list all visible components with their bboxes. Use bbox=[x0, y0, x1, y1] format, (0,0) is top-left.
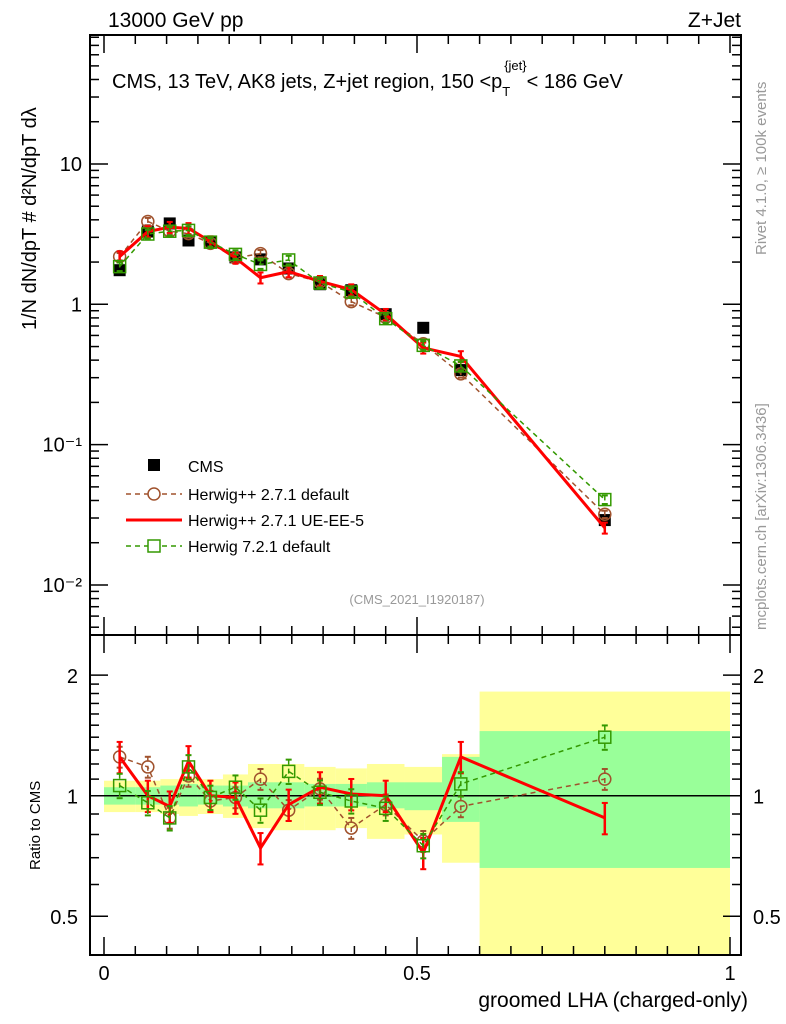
ratio-y-tick-label-right: 2 bbox=[753, 666, 764, 688]
stat-uncertainty-band bbox=[479, 731, 730, 868]
analysis-id: (CMS_2021_I1920187) bbox=[349, 592, 484, 607]
ratio-y-tick-label-right: 0.5 bbox=[753, 907, 781, 929]
x-tick-label: 1 bbox=[724, 963, 735, 985]
mcplots-label: mcplots.cern.ch [arXiv:1306.3436] bbox=[753, 403, 770, 630]
main-herwig7-default-point bbox=[228, 247, 243, 262]
title-post: < 186 GeV bbox=[527, 71, 624, 93]
legend-label: Herwig++ 2.7.1 UE-EE-5 bbox=[188, 513, 364, 530]
legend-label: Herwig++ 2.7.1 default bbox=[188, 487, 350, 504]
ratio-herwig7-default-point bbox=[141, 796, 155, 810]
main-herwig7-default-point bbox=[281, 253, 296, 267]
y-tick-label: 1 bbox=[71, 294, 82, 316]
legend-label: Herwig 7.2.1 default bbox=[188, 539, 331, 556]
legend-square-marker bbox=[147, 539, 161, 553]
ratio-y-tick-label-right: 1 bbox=[753, 787, 764, 809]
ratio-herwig7-default-point bbox=[162, 811, 177, 825]
x-tick-label: 0.5 bbox=[403, 963, 431, 985]
main-herwig7-default-point bbox=[416, 338, 431, 353]
x-tick-label: 0 bbox=[98, 963, 109, 985]
main-herwig7-default-point bbox=[344, 285, 359, 299]
ratio-herwig7-default-line bbox=[119, 736, 606, 847]
legend: CMS Herwig++ 2.7.1 default Herwig++ 2.7.1 … bbox=[126, 459, 364, 556]
main-herwig7-default-point bbox=[162, 224, 177, 238]
legend-label: CMS bbox=[188, 459, 224, 476]
legend-cms-marker bbox=[148, 459, 160, 471]
ratio-y-label: Ratio to CMS bbox=[27, 781, 44, 870]
ratio-herwig7-default-point bbox=[203, 790, 218, 805]
ratio-herwigpp-default-point bbox=[598, 772, 612, 786]
main-herwigpp-default-point bbox=[454, 367, 468, 381]
y-tick-label: 10⁻² bbox=[43, 575, 83, 597]
main-herwig7-default-point bbox=[454, 359, 468, 373]
ratio-herwig7-default-point bbox=[281, 764, 296, 779]
y-tick-label: 10 bbox=[60, 154, 82, 176]
chart-marks bbox=[112, 214, 612, 871]
ratio-herwig7-default-point bbox=[181, 760, 196, 774]
main-herwigpp-default-point bbox=[598, 507, 612, 522]
ratio-herwigpp-default-point bbox=[253, 772, 268, 786]
y-axis-label: 1/N dN/dpT # d²N/dpT dλ bbox=[19, 107, 41, 330]
main-herwig7-default-point bbox=[141, 227, 155, 241]
ratio-herwigpp-default-point bbox=[141, 760, 155, 774]
title-sub: T bbox=[502, 84, 510, 99]
title-pre: CMS, 13 TeV, AK8 jets, Z+jet region, 150… bbox=[112, 71, 491, 93]
ratio-uncertainty-bands bbox=[90, 691, 741, 955]
ratio-herwig7-default-point bbox=[454, 777, 468, 791]
axes: 10⁻² 10⁻¹ 1 10 0.5 0.5 1 1 2 2 0 0.5 1 bbox=[43, 34, 781, 985]
ratio-herwig7-default-point bbox=[598, 730, 612, 744]
main-herwig7-default-point bbox=[378, 311, 393, 326]
ratio-herwig7-default-point bbox=[344, 794, 359, 808]
ratio-herwigpp-default-point bbox=[454, 799, 468, 814]
main-herwig7-default-point bbox=[203, 235, 218, 249]
main-herwigpp-ue-ee-5-line bbox=[118, 225, 606, 529]
ratio-herwig7-default-point bbox=[416, 838, 431, 853]
legend-circle-marker bbox=[147, 487, 161, 501]
header-right: Z+Jet bbox=[688, 9, 741, 32]
rivet-version-label: Rivet 4.1.0, ≥ 100k events bbox=[753, 82, 770, 255]
header-left: 13000 GeV pp bbox=[108, 9, 243, 32]
ratio-y-tick-label: 1 bbox=[67, 787, 78, 809]
main-herwig7-default-point bbox=[253, 257, 268, 272]
main-herwig7-default-point bbox=[112, 259, 127, 274]
ratio-herwig7-default-point bbox=[112, 778, 127, 793]
plot-title: CMS, 13 TeV, AK8 jets, Z+jet region, 150… bbox=[112, 58, 623, 99]
ratio-herwig7-default-point bbox=[378, 801, 393, 816]
ratio-y-tick-label: 0.5 bbox=[50, 907, 78, 929]
ratio-herwig7-default-point bbox=[228, 780, 243, 794]
x-axis-label: groomed LHA (charged-only) bbox=[478, 989, 748, 1012]
y-tick-label: 10⁻¹ bbox=[43, 435, 83, 457]
main-herwig7-default-point bbox=[598, 492, 612, 507]
cms-data-point bbox=[417, 321, 430, 334]
ratio-herwig7-default-point bbox=[313, 785, 327, 799]
main-herwig7-default-point bbox=[181, 223, 196, 238]
ratio-y-tick-label: 2 bbox=[67, 666, 78, 688]
main-herwig7-default-point bbox=[313, 276, 327, 290]
title-sup: {jet} bbox=[504, 58, 527, 73]
title-p: p bbox=[491, 71, 502, 93]
ratio-herwig7-default-point bbox=[253, 803, 268, 817]
ratio-herwigpp-default-point bbox=[344, 821, 359, 835]
